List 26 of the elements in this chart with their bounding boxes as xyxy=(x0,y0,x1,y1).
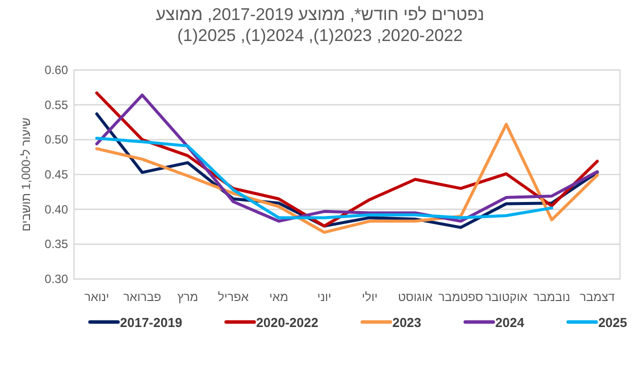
legend-label: 2023 xyxy=(392,315,422,330)
x-tick-label: אוגוסט xyxy=(398,290,433,304)
y-axis-title: שיעור ל-1,000 תושבים xyxy=(19,117,33,232)
x-tick-label: מרץ xyxy=(177,290,198,304)
x-tick-label: אפריל xyxy=(218,290,250,304)
x-tick-label: יוני xyxy=(317,290,332,304)
x-tick-label: ינואר xyxy=(84,290,110,304)
legend-label: 2020-2022 xyxy=(256,315,318,330)
y-tick-label: 0.50 xyxy=(44,132,68,147)
y-tick-label: 0.60 xyxy=(44,63,68,77)
x-tick-label: אוקטובר xyxy=(485,290,528,304)
y-tick-label: 0.40 xyxy=(44,202,68,216)
x-tick-label: ספטמבר xyxy=(438,290,484,304)
x-tick-label: נובמבר xyxy=(533,290,570,304)
x-tick-label: מאי xyxy=(269,290,288,304)
legend-label: 2025 xyxy=(598,315,628,330)
y-tick-label: 0.30 xyxy=(44,272,68,286)
y-tick-label: 0.55 xyxy=(44,98,68,112)
y-tick-label: 0.45 xyxy=(44,168,68,182)
title: נפטרים לפי חודש*, ממוצע 2017-2019, ממוצע 2020-2022, 2023(1), 2024(1), 2025(1) xyxy=(154,4,486,46)
legend-label: 2017-2019 xyxy=(120,315,182,330)
legend-label: 2024 xyxy=(495,315,525,330)
x-tick-label: יולי xyxy=(362,290,378,304)
y-tick-label: 0.35 xyxy=(44,237,68,252)
x-tick-label: דצמבר xyxy=(580,290,616,304)
x-tick-label: פברואר xyxy=(123,290,162,304)
